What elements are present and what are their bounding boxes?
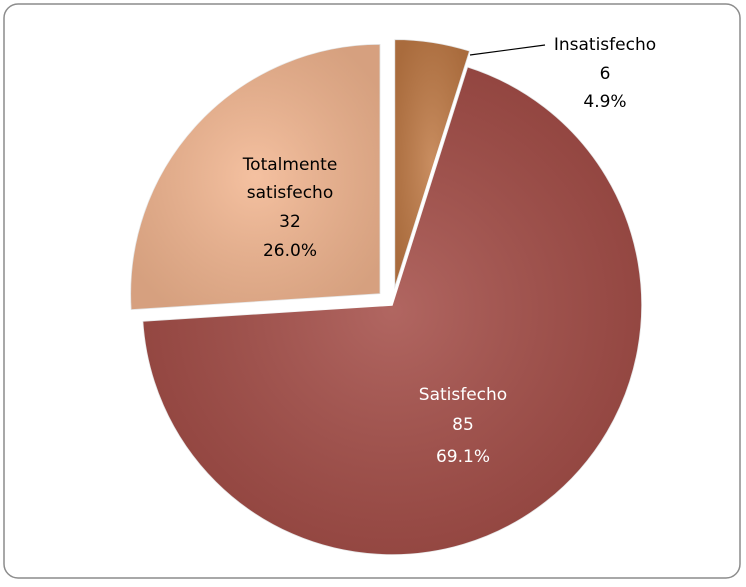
slice-shade bbox=[130, 44, 381, 311]
slice-label: Totalmente satisfecho bbox=[242, 155, 338, 203]
leader-line bbox=[469, 44, 546, 56]
slice-percent: 26.0% bbox=[263, 241, 317, 261]
slice-percent: 4.9% bbox=[583, 92, 626, 112]
slice-shade bbox=[142, 66, 643, 556]
slice-value: 6 bbox=[600, 64, 611, 84]
slice-label: Satisfecho bbox=[419, 385, 507, 405]
slice-shade bbox=[394, 39, 470, 290]
slice-percent: 69.1% bbox=[436, 447, 490, 467]
slice-value: 85 bbox=[452, 415, 474, 435]
slice-label: Insatisfecho bbox=[554, 35, 656, 55]
slice-value: 32 bbox=[279, 212, 301, 232]
